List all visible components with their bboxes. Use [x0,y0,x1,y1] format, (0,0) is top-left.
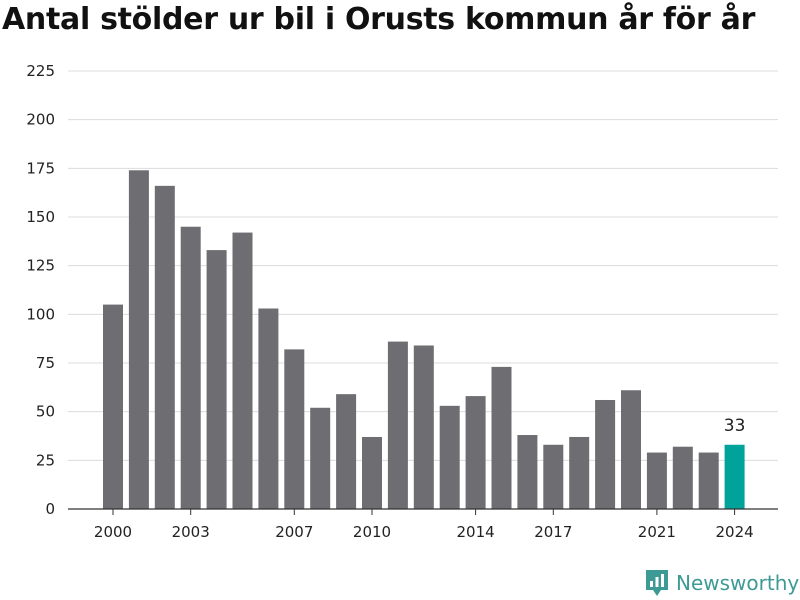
x-tick-label: 2007 [275,523,313,541]
chart-title: Antal stölder ur bil i Orusts kommun år … [2,2,756,37]
y-tick-label: 200 [26,111,55,129]
bar-2020 [621,390,641,509]
x-tick-label: 2014 [457,523,495,541]
bar-2017 [543,444,564,509]
bar-2002 [154,185,175,509]
bar-2019 [595,399,616,509]
y-tick-label: 100 [26,305,55,323]
y-tick-label: 150 [26,208,55,226]
bar-2000 [103,304,123,509]
bar-2010 [362,436,382,509]
bar-2007 [284,349,305,509]
y-axis-tick-labels: 0 25 50 75 100 125 150 175 200 225 [26,62,55,518]
bar-2021 [646,452,667,509]
bar-2023 [698,452,719,509]
y-tick-label: 125 [26,257,55,275]
highlight-value-label: 33 [724,416,746,436]
newsworthy-logo-icon [646,570,668,596]
bar-2008 [310,407,331,509]
x-tick-label: 2000 [94,523,132,541]
y-tick-label: 0 [45,500,55,518]
bar-2003 [180,226,201,509]
brand-name: Newsworthy [676,571,800,595]
bar-2022 [672,446,693,509]
y-tick-label: 225 [26,62,55,80]
bar-2011 [387,341,408,509]
bar-2001 [128,170,149,509]
bar-2018 [569,436,590,509]
x-tick-label: 2017 [534,523,572,541]
y-tick-label: 25 [36,451,55,469]
x-tick-label: 2024 [716,523,754,541]
x-tick-label: 2021 [638,523,676,541]
x-tick-label: 2003 [172,523,210,541]
y-tick-label: 75 [36,354,55,372]
bar-2012 [413,345,434,509]
y-tick-label: 50 [36,403,55,421]
bar-2005 [232,232,253,509]
bars [103,170,745,510]
y-tick-label: 175 [26,159,55,177]
bar-2009 [336,394,357,509]
bar-2004 [206,250,227,510]
bar-2024 [724,444,745,509]
annotations: 33 [724,416,746,436]
bar-2006 [258,308,279,509]
bar-2014 [465,396,486,509]
bar-2016 [517,435,538,509]
bar-2013 [439,405,460,509]
x-tick-label: 2010 [353,523,391,541]
bar-2015 [491,366,512,509]
newsworthy-logo[interactable]: Newsworthy [644,568,799,598]
x-axis-ticks: 2000 2003 2007 2010 2014 2017 2021 2024 [94,509,754,541]
